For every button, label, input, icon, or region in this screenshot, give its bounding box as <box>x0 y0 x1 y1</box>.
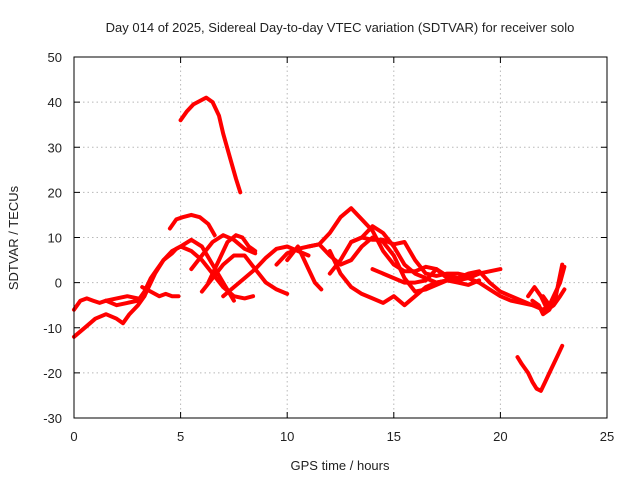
series-track-10 <box>206 233 258 285</box>
series-track-13 <box>285 244 324 292</box>
series-track-18 <box>370 267 482 285</box>
y-tick-label: -10 <box>43 321 62 336</box>
x-axis-label: GPS time / hours <box>291 458 390 473</box>
x-tick-label: 25 <box>600 429 614 444</box>
series-track-23 <box>541 264 567 308</box>
x-tick-label: 0 <box>70 429 77 444</box>
x-tick-label: 20 <box>493 429 507 444</box>
series-track-16 <box>349 235 471 278</box>
axis-ticks: 0 5 10 15 20 25 -30 -20 -10 0 10 20 30 40 50 <box>43 50 614 444</box>
series-track-20 <box>515 343 565 393</box>
series-track-15 <box>327 249 482 308</box>
y-tick-label: 50 <box>48 50 62 65</box>
y-tick-label: -30 <box>43 411 62 426</box>
y-tick-label: 20 <box>48 185 62 200</box>
series-track-08 <box>189 233 258 272</box>
series-track-06 <box>167 212 217 238</box>
x-tick-label: 5 <box>177 429 184 444</box>
y-tick-label: -20 <box>43 366 62 381</box>
series-track-17 <box>327 224 460 285</box>
y-tick-label: 0 <box>55 276 62 291</box>
plot-area <box>72 95 567 393</box>
y-tick-label: 40 <box>48 95 62 110</box>
x-tick-label: 15 <box>387 429 401 444</box>
y-axis-label: SDTVAR / TECUs <box>6 185 21 290</box>
x-tick-label: 10 <box>280 429 294 444</box>
series-track-04 <box>142 244 256 301</box>
grid <box>74 57 607 418</box>
series-track-01 <box>72 294 140 312</box>
series-track-02 <box>72 294 147 339</box>
series-track-05 <box>178 95 243 195</box>
plot-frame <box>73 56 608 419</box>
series-track-07 <box>140 285 181 299</box>
series-track-09 <box>199 253 290 296</box>
y-tick-label: 30 <box>48 140 62 155</box>
chart-title: Day 014 of 2025, Sidereal Day-to-day VTE… <box>106 20 575 35</box>
y-tick-label: 10 <box>48 231 62 246</box>
